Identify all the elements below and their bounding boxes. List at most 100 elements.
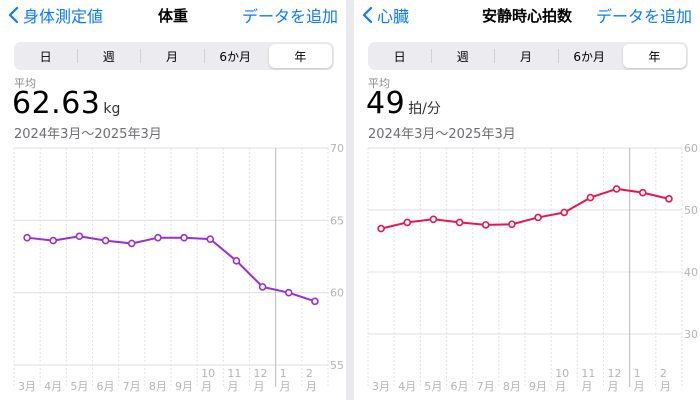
x-tick-label: 月 <box>201 380 212 393</box>
data-point <box>665 195 673 203</box>
x-tick-label: 7月 <box>477 380 495 393</box>
data-point <box>101 236 110 245</box>
x-tick-label: 7月 <box>123 380 141 393</box>
x-tick-label: 月 <box>608 380 619 393</box>
average-value-row: 62.63 kg <box>12 86 120 121</box>
tab-year[interactable]: 年 <box>268 44 333 68</box>
data-point <box>232 257 241 265</box>
tab-month[interactable]: 月 <box>494 42 557 70</box>
tab-month[interactable]: 月 <box>140 42 203 70</box>
x-tick-label: 5月 <box>70 380 88 393</box>
x-tick-label: 月 <box>227 380 238 393</box>
average-unit: kg <box>103 101 121 117</box>
y-tick-label: 60 <box>684 142 698 155</box>
data-point <box>429 215 438 224</box>
series-line <box>26 235 316 303</box>
y-tick-label: 50 <box>684 204 698 217</box>
x-tick-label: 6月 <box>97 380 115 393</box>
tab-day[interactable]: 日 <box>393 49 406 64</box>
data-point <box>127 239 136 248</box>
x-tick-label: 1 <box>280 367 287 380</box>
back-label: 身体測定値 <box>23 7 104 26</box>
x-tick-label: 4月 <box>398 380 416 393</box>
date-range: 2024年3月〜2025年3月 <box>368 127 516 142</box>
average-value: 49 <box>366 86 406 121</box>
x-tick-label: 12 <box>608 367 622 380</box>
average-unit: 拍/分 <box>408 101 441 117</box>
y-tick-label: 30 <box>684 328 698 341</box>
nav-bar: 心臓 安静時心拍数 データを追加 <box>354 0 700 30</box>
data-point <box>534 213 542 222</box>
average-value-row: 49 拍/分 <box>366 86 441 121</box>
weight-screen: 身体測定値 体重 データを追加 日 週 月 6か月 年 平均 62.63 kg … <box>0 0 346 400</box>
x-tick-label: 月 <box>555 380 566 393</box>
data-point <box>206 235 215 243</box>
heart-rate-screen: 心臓 安静時心拍数 データを追加 日 週 月 6か月 年 平均 49 拍/分 2… <box>354 0 700 400</box>
average-label: 平均 <box>368 77 390 90</box>
average-value: 62.63 <box>12 86 101 121</box>
x-tick-label: 11 <box>227 367 241 380</box>
tab-day[interactable]: 日 <box>39 49 52 64</box>
data-point <box>180 233 188 242</box>
data-point <box>154 233 162 242</box>
x-tick-label: 5月 <box>424 380 442 393</box>
y-tick-label: 40 <box>684 266 698 279</box>
x-tick-label: 4月 <box>44 380 62 393</box>
data-point <box>377 224 385 233</box>
data-point <box>560 208 569 217</box>
x-tick-label: 3月 <box>372 380 390 393</box>
x-tick-label: 月 <box>280 380 291 393</box>
tab-6months[interactable]: 6か月 <box>557 42 621 70</box>
tab-week[interactable]: 週 <box>77 42 140 70</box>
x-tick-label: 9月 <box>529 380 547 393</box>
back-label: 心臓 <box>377 7 410 26</box>
data-point <box>49 236 58 245</box>
y-tick-label: 60 <box>330 287 344 300</box>
time-range-segmented-control: 日 週 月 6か月 年 <box>368 42 688 70</box>
chevron-left-icon <box>8 6 19 24</box>
average-label: 平均 <box>14 77 36 90</box>
x-tick-label: 月 <box>306 380 317 393</box>
divider <box>346 0 354 400</box>
x-tick-label: 11 <box>581 367 595 380</box>
back-button[interactable]: 身体測定値 <box>8 3 103 27</box>
date-range: 2024年3月〜2025年3月 <box>14 127 162 142</box>
y-tick-label: 55 <box>330 359 344 372</box>
x-tick-label: 6月 <box>451 380 469 393</box>
x-tick-label: 1 <box>634 367 641 380</box>
data-point <box>481 221 490 229</box>
x-tick-label: 月 <box>660 380 671 393</box>
data-point <box>75 232 84 241</box>
x-tick-label: 9月 <box>175 380 193 393</box>
data-point <box>612 185 621 193</box>
x-tick-label: 月 <box>254 380 265 393</box>
x-tick-label: 8月 <box>503 380 521 393</box>
x-tick-label: 10 <box>555 367 569 380</box>
series-line <box>380 187 670 230</box>
x-tick-label: 2 <box>660 367 667 380</box>
x-tick-label: 10 <box>201 367 215 380</box>
add-data-button[interactable]: データを追加 <box>241 7 338 26</box>
nav-bar: 身体測定値 体重 データを追加 <box>0 0 346 30</box>
x-tick-label: 8月 <box>149 380 167 393</box>
add-data-button[interactable]: データを追加 <box>595 7 692 26</box>
x-tick-label: 3月 <box>18 380 36 393</box>
data-point <box>586 193 595 202</box>
tab-year[interactable]: 年 <box>622 44 687 68</box>
back-button[interactable]: 心臓 <box>362 3 409 27</box>
data-point <box>638 188 647 197</box>
x-tick-label: 12 <box>254 367 268 380</box>
data-point <box>258 283 267 291</box>
tab-week[interactable]: 週 <box>431 42 494 70</box>
y-tick-label: 65 <box>330 214 344 227</box>
data-point <box>508 220 516 229</box>
data-point <box>311 297 319 306</box>
tab-6months[interactable]: 6か月 <box>203 42 267 70</box>
data-point <box>284 288 293 297</box>
data-point <box>455 218 464 227</box>
time-range-segmented-control: 日 週 月 6か月 年 <box>14 42 334 70</box>
x-tick-label: 2 <box>306 367 313 380</box>
data-point <box>23 233 31 242</box>
